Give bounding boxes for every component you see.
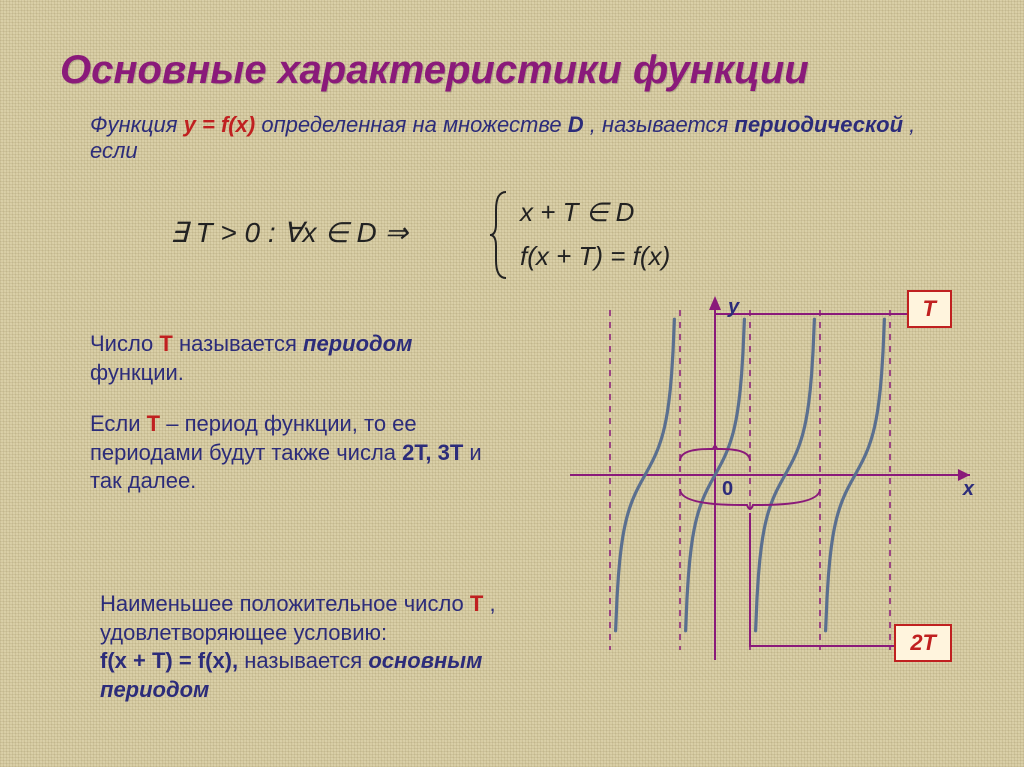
p1b: называется (179, 331, 303, 356)
axis-x-label: x (963, 478, 974, 501)
def-prefix: Функция (90, 112, 184, 137)
page-title: Основные характеристики функции (60, 48, 809, 93)
formula-brace-icon (490, 190, 510, 280)
para-multiples: Если T – период функции, то ее периодами… (90, 410, 510, 496)
axis-y-label: y (728, 296, 739, 319)
formula-quantifier: ∃ T > 0 : ∀x ∈ D ⇒ (170, 216, 408, 249)
definition-text: Функция y = f(x) определенная на множест… (90, 112, 964, 164)
p3c: называется (244, 648, 368, 673)
p3T: T (470, 591, 483, 616)
chart-svg (570, 290, 980, 680)
p2a: Если (90, 411, 147, 436)
badge-2T: 2T (894, 624, 952, 662)
p3a: Наименьшее положительное число (100, 591, 470, 616)
para-main-period: Наименьшее положительное число T , удовл… (100, 590, 560, 704)
p1T: T (159, 331, 172, 356)
p2nums: 2T, 3T (402, 440, 463, 465)
formula: ∃ T > 0 : ∀x ∈ D ⇒ x + T ∈ D f(x + T) = … (170, 190, 730, 280)
def-yfx: y = f(x) (184, 112, 256, 137)
p3eq: f(x + T) = f(x), (100, 648, 238, 673)
p1c: функции. (90, 360, 184, 385)
p1a: Число (90, 331, 159, 356)
p1period: периодом (303, 331, 412, 356)
p2T: T (147, 411, 160, 436)
def-periodic: периодической (734, 112, 903, 137)
formula-case2: f(x + T) = f(x) (520, 234, 670, 278)
para-period-name: Число T называется периодом функции. (90, 330, 510, 387)
def-D: D (568, 112, 584, 137)
periodic-chart: T 2T y x 0 (570, 290, 980, 680)
badge-T: T (907, 290, 952, 328)
def-mid1: определенная на множестве (261, 112, 567, 137)
formula-cases: x + T ∈ D f(x + T) = f(x) (520, 190, 670, 278)
def-mid2: , называется (590, 112, 735, 137)
origin-label: 0 (722, 478, 733, 501)
formula-case1: x + T ∈ D (520, 190, 670, 234)
